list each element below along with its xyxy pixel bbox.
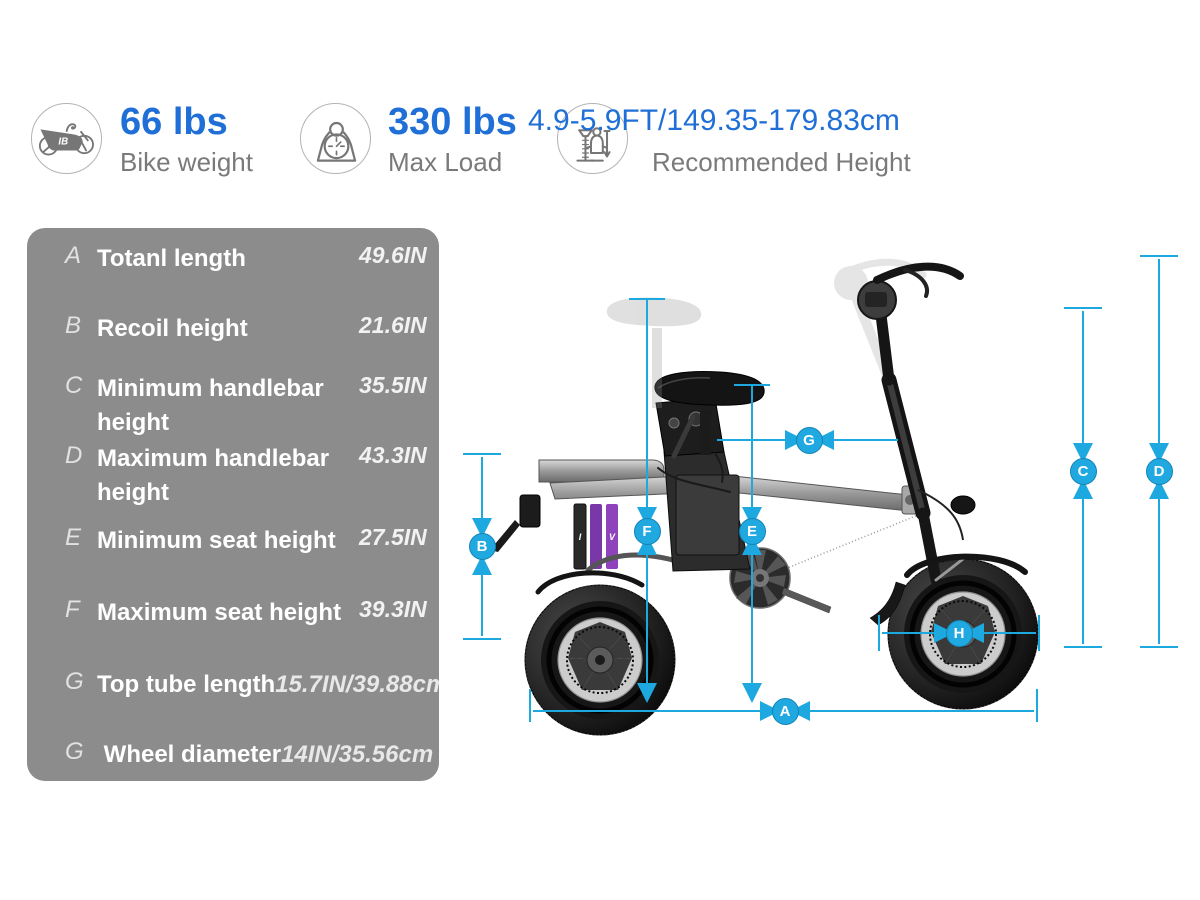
svg-text:V: V [609,532,616,542]
svg-text:IB: IB [58,137,68,148]
